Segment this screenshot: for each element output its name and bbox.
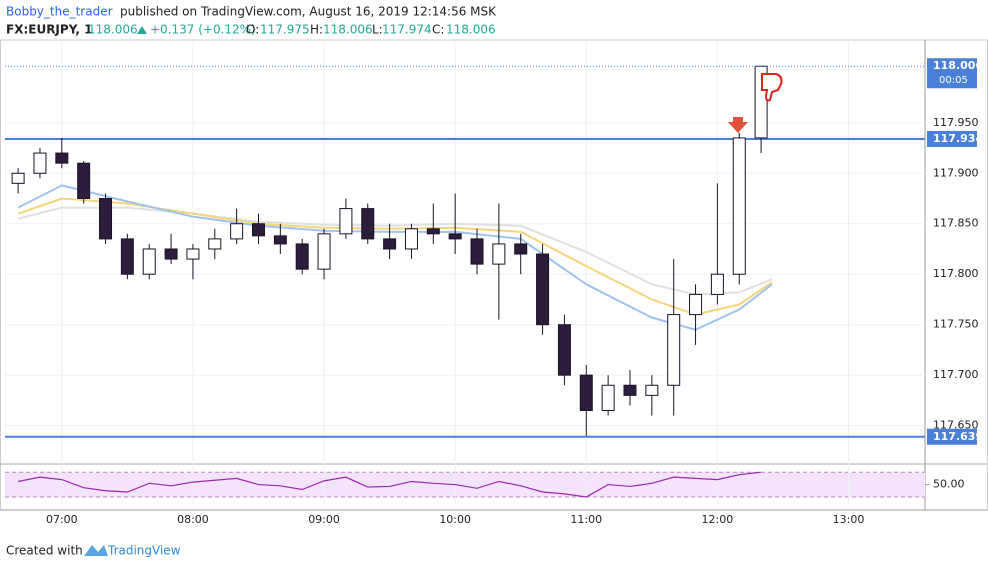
- candle-body: [623, 384, 637, 396]
- open-label: O:: [246, 23, 259, 37]
- low-label: L:: [372, 23, 383, 37]
- candle-body: [601, 384, 615, 412]
- frame: [0, 39, 988, 511]
- y-tick-label: 117.900: [933, 166, 979, 179]
- high: 118.006: [323, 23, 373, 37]
- candle-body: [732, 137, 746, 275]
- candle-body: [667, 314, 681, 386]
- candle-body: [557, 324, 571, 376]
- candle-body: [448, 233, 462, 240]
- y-tick-label: 117.700: [933, 368, 979, 381]
- candle-body: [295, 243, 309, 270]
- moving-average: [17, 197, 773, 316]
- rsi-tick-label: 50.00: [933, 478, 965, 491]
- y-tick-label: 117.850: [933, 217, 979, 230]
- last-price-label: 118.006: [933, 59, 983, 72]
- candle-body: [208, 238, 222, 250]
- candle-body: [11, 172, 25, 184]
- candle-body: [230, 223, 244, 240]
- symbol: FX:EURJPY, 1: [6, 23, 92, 37]
- logo: [84, 545, 108, 556]
- footer-created: Created with: [6, 544, 83, 558]
- last-price-tag: [927, 58, 977, 89]
- last: 118.006: [88, 23, 138, 37]
- candle-body: [55, 152, 69, 164]
- change: +0.137 (+0.12%): [150, 23, 256, 37]
- level-label: 117.934: [933, 132, 983, 145]
- footer-brand[interactable]: TradingView: [107, 544, 181, 558]
- up-arrow: [137, 26, 147, 34]
- countdown: 00:05: [939, 75, 968, 86]
- candle-body: [404, 228, 418, 250]
- close: 118.006: [446, 23, 496, 37]
- sell-arrow: [728, 117, 748, 133]
- candle-body: [99, 198, 113, 240]
- candle-body: [710, 273, 724, 295]
- x-tick-label: 12:00: [702, 513, 734, 526]
- candle-body: [383, 238, 397, 250]
- x-tick-label: 08:00: [177, 513, 209, 526]
- x-tick-label: 13:00: [833, 513, 865, 526]
- level-tag: [927, 428, 977, 445]
- rsi-band: [5, 472, 925, 497]
- candle-body: [492, 243, 506, 265]
- thumbs-down: [761, 73, 783, 102]
- y-tick-label: 117.750: [933, 318, 979, 331]
- candle-body: [339, 208, 353, 235]
- candle-body: [317, 233, 331, 270]
- y-tick-label: 117.650: [933, 419, 979, 432]
- candle-body: [186, 248, 200, 260]
- candle-body: [77, 162, 91, 200]
- candle-body: [120, 238, 134, 275]
- close-label: C:: [432, 23, 444, 37]
- candle-body: [689, 293, 703, 316]
- level-tag: [927, 130, 977, 147]
- candle-body: [164, 248, 178, 260]
- author[interactable]: Bobby_the_trader: [6, 5, 113, 19]
- x-tick-label: 11:00: [570, 513, 602, 526]
- candle-body: [142, 248, 156, 275]
- moving-average: [17, 206, 773, 296]
- candle-body: [536, 253, 550, 326]
- moving-average: [17, 184, 773, 331]
- high-label: H:: [310, 23, 323, 37]
- x-tick-label: 09:00: [308, 513, 340, 526]
- x-tick-label: 07:00: [46, 513, 78, 526]
- open: 117.975: [260, 23, 310, 37]
- candle-body: [470, 238, 484, 265]
- published: published on TradingView.com, August 16,…: [120, 5, 497, 19]
- candle-body: [273, 235, 287, 245]
- low: 117.974: [382, 23, 432, 37]
- rsi-line: [17, 471, 762, 498]
- y-tick-label: 117.950: [933, 116, 979, 129]
- candle-body: [645, 384, 659, 396]
- y-tick-label: 117.800: [933, 267, 979, 280]
- candle-body: [426, 228, 440, 235]
- x-tick-label: 10:00: [439, 513, 471, 526]
- candle-body: [251, 223, 265, 237]
- level-label: 117.639: [933, 430, 983, 443]
- candle-body: [514, 243, 528, 255]
- candle-body: [579, 374, 593, 412]
- candle-body: [361, 208, 375, 240]
- candle-body: [33, 152, 47, 174]
